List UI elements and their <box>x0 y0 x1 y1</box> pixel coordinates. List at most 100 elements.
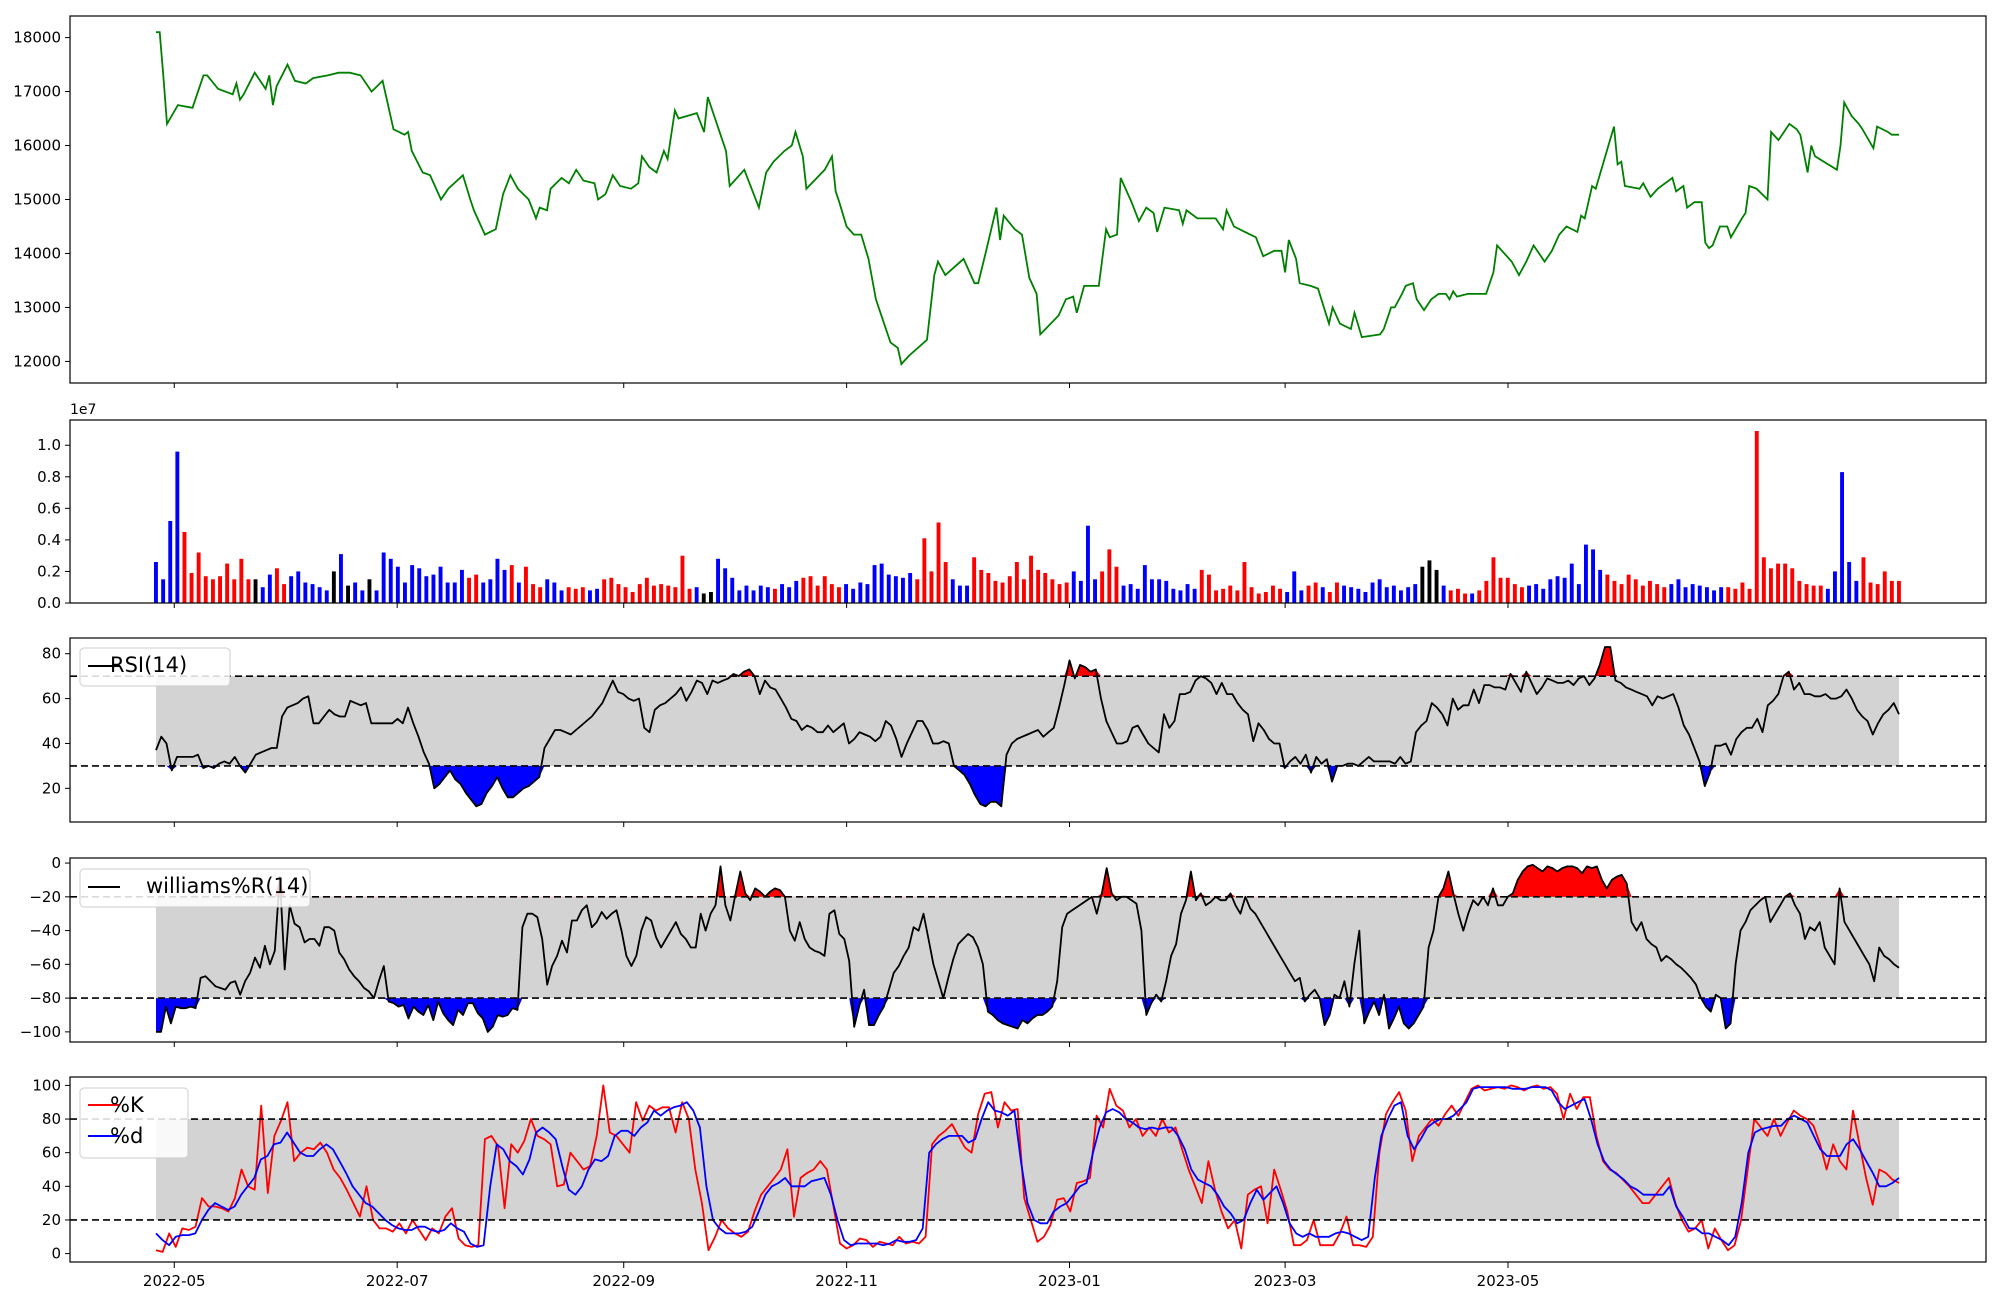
volume-bar <box>1448 590 1453 603</box>
volume-bar <box>588 590 592 603</box>
volume-bar <box>1868 582 1873 603</box>
volume-bar <box>616 584 621 603</box>
volume-bar <box>1463 593 1467 603</box>
volume-bar <box>317 587 322 603</box>
volume-bar <box>1370 582 1375 603</box>
volume-bar <box>1683 587 1688 603</box>
volume-bar <box>203 576 208 603</box>
volume-bar <box>232 579 237 603</box>
volume-bar <box>175 451 180 603</box>
volume-panel: 1e7 0.0 0.2 0.4 0.6 0.8 1.0 <box>37 402 1987 612</box>
volume-bar <box>1399 590 1403 603</box>
volume-bar <box>1591 549 1595 603</box>
volume-bar <box>1377 579 1382 603</box>
volume-bar <box>1107 549 1112 603</box>
volume-bar <box>1456 588 1460 603</box>
volume-bar <box>1242 562 1247 603</box>
volume-bar <box>467 577 471 603</box>
volume-bar <box>417 568 422 603</box>
volume-bar <box>1690 584 1695 603</box>
stochastic-legend <box>79 1087 189 1159</box>
volume-bar <box>780 584 784 603</box>
volume-bar <box>1029 555 1033 603</box>
volume-bar <box>1697 585 1702 603</box>
volume-bar <box>716 558 720 603</box>
volume-bar <box>1441 585 1446 603</box>
volume-bar <box>1178 590 1183 603</box>
price-line <box>156 31 1899 366</box>
volume-bar <box>1491 557 1496 604</box>
volume-bar <box>1014 562 1019 603</box>
volume-bar <box>602 579 607 603</box>
volume-bar <box>161 579 166 603</box>
williams-oversold-fill <box>156 998 1899 1032</box>
volume-bar <box>773 588 777 603</box>
volume-bar <box>787 587 792 603</box>
williams-frame: −100 −80 −60 −40 −20 0 <box>20 854 70 1041</box>
volume-bar <box>844 584 848 603</box>
volume-bar <box>1171 588 1176 603</box>
volume-bar <box>1007 576 1012 603</box>
date-tick-label: 2022-11 <box>815 1272 878 1290</box>
volume-bar <box>474 574 479 603</box>
volume-bar <box>1050 579 1055 603</box>
volume-bar <box>1142 565 1147 603</box>
volume-bar <box>1221 588 1226 603</box>
volume-bar <box>1022 579 1026 603</box>
rsi-ytick-label: 20 <box>42 779 61 797</box>
volume-bar <box>1192 588 1197 603</box>
volume-bar <box>580 587 585 603</box>
volume-bar <box>1000 582 1005 603</box>
volume-bar <box>758 585 763 603</box>
rsi-frame: 20 40 60 80 <box>42 645 70 797</box>
volume-bar <box>1541 588 1546 603</box>
volume-bar <box>260 587 265 603</box>
volume-bar <box>388 558 393 603</box>
price-ytick-label: 14000 <box>13 244 61 262</box>
price-ytick-label: 15000 <box>13 191 61 209</box>
volume-bar <box>218 576 222 603</box>
volume-bar <box>1484 580 1489 603</box>
volume-bar <box>1327 592 1332 603</box>
volume-bar <box>1825 588 1830 603</box>
volume-ytick-label: 1.0 <box>37 436 61 454</box>
volume-bar <box>452 582 457 603</box>
rsi-legend-box <box>79 647 231 687</box>
volume-bar <box>516 582 521 603</box>
volume-bar <box>609 577 614 603</box>
volume-bar <box>1185 584 1190 603</box>
williams-band <box>156 896 1899 999</box>
volume-bar <box>438 566 443 603</box>
volume-bar <box>566 587 571 603</box>
volume-bar <box>1548 579 1553 603</box>
williams-line <box>156 863 1900 1033</box>
volume-bar <box>1078 580 1083 603</box>
volume-ytick-label: 0.6 <box>37 499 61 517</box>
volume-bar <box>1719 587 1724 603</box>
price-border <box>69 15 1987 384</box>
volume-bar <box>1882 571 1887 603</box>
volume-bar <box>1733 588 1738 603</box>
volume-bar <box>979 569 984 603</box>
volume-bar <box>196 552 201 603</box>
volume-bar <box>694 587 699 603</box>
volume-bar <box>331 571 336 603</box>
rsi-overbought-fill <box>156 647 1899 677</box>
stochastic-panel: 0 20 40 60 80 100 %K %d <box>32 1076 1987 1263</box>
volume-bar <box>374 590 379 603</box>
volume-bar <box>324 590 329 603</box>
volume-bar <box>680 555 685 603</box>
volume-bar <box>1207 574 1211 603</box>
volume-bar <box>310 584 315 603</box>
volume-bar <box>296 571 301 603</box>
volume-bar <box>395 566 400 603</box>
volume-bar <box>289 576 294 603</box>
stochastic-ytick-label: 20 <box>42 1211 61 1229</box>
volume-bar <box>1655 584 1660 603</box>
volume-bar <box>1036 569 1041 603</box>
volume-bar <box>239 558 244 603</box>
rsi-border <box>69 637 1987 823</box>
volume-bar <box>1121 585 1126 603</box>
stochastic-border <box>69 1076 1987 1263</box>
price-ytick-label: 18000 <box>13 29 61 47</box>
